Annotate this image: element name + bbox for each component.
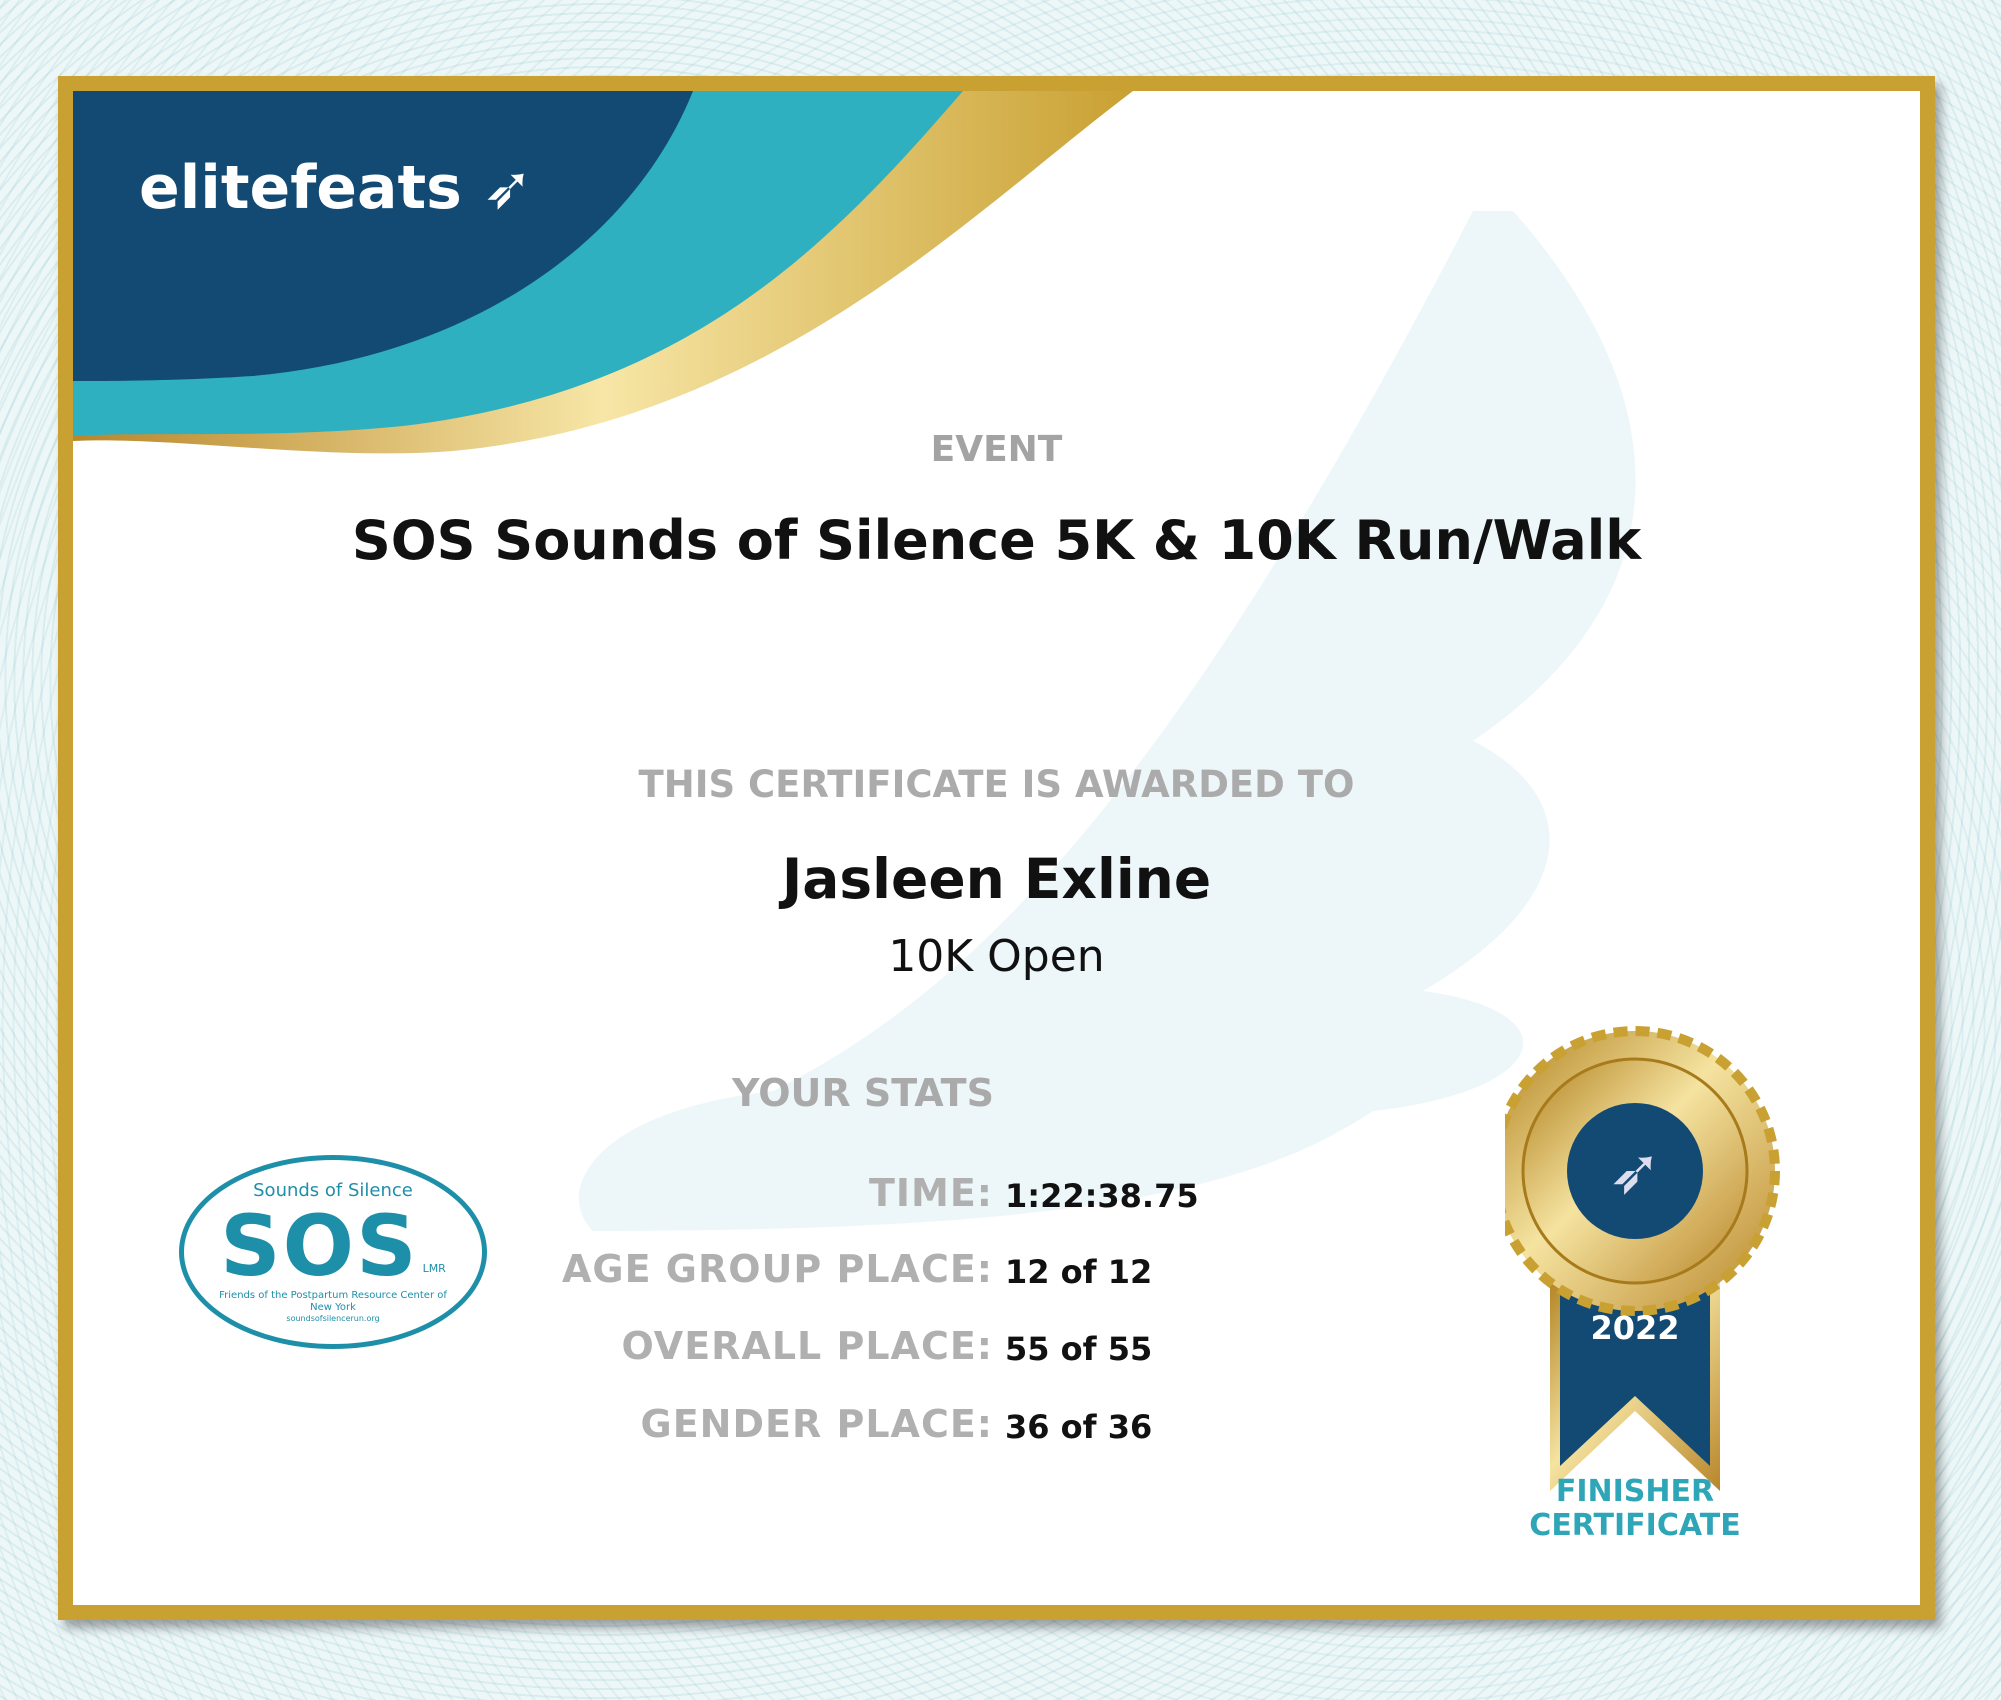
event-name: SOS Sounds of Silence 5K & 10K Run/Walk bbox=[351, 509, 1642, 572]
sos-logo-top-text: Sounds of Silence bbox=[253, 1180, 413, 1201]
header-wave bbox=[73, 91, 1636, 1231]
sos-logo-main-row: SOS LMR bbox=[220, 1202, 446, 1290]
elitefeats-logo: elitefeats ➶ bbox=[139, 153, 533, 223]
award-label: THIS CERTIFICATE IS AWARDED TO bbox=[638, 763, 1355, 806]
recipient-name: Jasleen Exline bbox=[781, 847, 1212, 911]
winged-foot-icon: ➶ bbox=[1608, 1135, 1662, 1209]
sos-logo-url: soundsofsilencerun.org bbox=[286, 1314, 380, 1323]
sos-logo-mark: LMR bbox=[422, 1262, 446, 1275]
event-label: EVENT bbox=[930, 429, 1063, 470]
division: 10K Open bbox=[888, 931, 1105, 982]
sos-logo: Sounds of Silence SOS LMR Friends of the… bbox=[179, 1155, 487, 1349]
medal-year: 2022 bbox=[1590, 1309, 1679, 1347]
stat-row-overall: OVERALL PLACE: 55 of 55 bbox=[621, 1324, 1153, 1368]
stat-row-age-group: AGE GROUP PLACE: 12 of 12 bbox=[562, 1247, 1153, 1291]
finisher-medal: ➶ 2022 bbox=[1505, 1026, 1780, 1491]
sos-logo-bottom-text: Friends of the Postpartum Resource Cente… bbox=[219, 1290, 447, 1313]
watermark-wing-icon bbox=[578, 211, 1636, 1231]
sos-logo-main: SOS bbox=[220, 1197, 419, 1295]
logo-text: elitefeats bbox=[139, 153, 462, 223]
stat-row-gender: GENDER PLACE: 36 of 36 bbox=[640, 1402, 1153, 1446]
certificate: elitefeats ➶ EVENT SOS Sounds of Silence… bbox=[73, 91, 1920, 1605]
winged-foot-icon: ➶ bbox=[482, 153, 534, 223]
medal-caption: FINISHER CERTIFICATE bbox=[1529, 1474, 1741, 1543]
stat-row-time: TIME: 1:22:38.75 bbox=[868, 1171, 1199, 1215]
stats-label: YOUR STATS bbox=[732, 1071, 994, 1115]
